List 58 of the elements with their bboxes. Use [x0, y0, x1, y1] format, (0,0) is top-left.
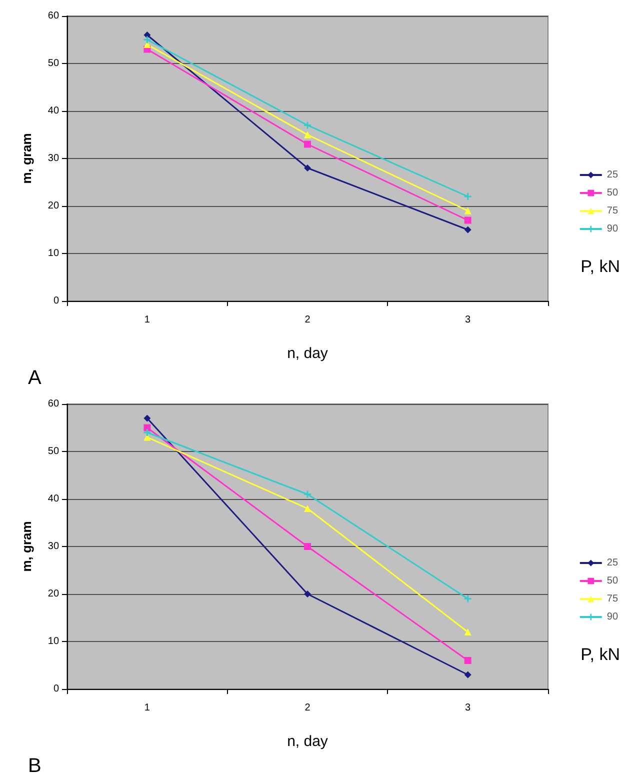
x-tick-label: 2: [304, 702, 311, 714]
point: [304, 131, 312, 138]
y-tick-label: 10: [48, 248, 60, 259]
legend-label: 90: [606, 224, 618, 234]
y-tick-label: 40: [48, 494, 60, 504]
text: B: [28, 755, 42, 777]
x-axis-title: n, day: [287, 733, 328, 750]
x-tick-label: 3: [465, 702, 472, 714]
legend-label: 75: [606, 594, 618, 604]
y-tick-label: 30: [48, 541, 60, 552]
y-tick-label: 40: [48, 106, 60, 116]
y-tick-label: 50: [48, 58, 60, 69]
point: [464, 226, 472, 234]
legend-title: P, kN: [580, 257, 620, 276]
x-tick-label: 1: [144, 314, 150, 326]
legend-label: 25: [606, 170, 618, 180]
point: [144, 429, 151, 436]
y-tick-label: 50: [48, 446, 60, 457]
y-tick-label: 60: [48, 10, 60, 22]
x-axis-title: n, day: [287, 345, 328, 362]
legend-title: P, kN: [580, 645, 620, 664]
y-tick-label: 0: [53, 296, 60, 306]
point: [304, 590, 312, 598]
legend-label: 25: [606, 558, 618, 568]
point: [464, 657, 472, 664]
point: [144, 414, 151, 422]
x-tick-label: 2: [304, 314, 311, 326]
y-tick-label: 20: [48, 588, 60, 600]
y-axis-title: m, gram: [19, 133, 34, 184]
y-tick-label: 10: [48, 636, 60, 647]
legend-label: 75: [606, 206, 618, 216]
point: [464, 628, 472, 636]
point: [304, 122, 312, 129]
legend-label: 50: [606, 188, 618, 198]
legend-label: 50: [606, 576, 618, 586]
y-tick-label: 0: [53, 684, 60, 694]
point: [464, 595, 472, 602]
x-tick-label: 1: [144, 702, 150, 714]
point: [304, 543, 312, 550]
x-tick-label: 3: [465, 314, 472, 326]
y-tick-label: 20: [48, 200, 60, 212]
text: A: [28, 367, 42, 389]
point: [464, 216, 472, 224]
point: [144, 424, 151, 432]
y-tick-label: 60: [48, 398, 60, 410]
point: [304, 490, 312, 498]
point: [464, 671, 472, 678]
y-tick-label: 30: [48, 153, 60, 164]
point: [144, 32, 151, 38]
point: [144, 434, 151, 441]
point: [464, 207, 472, 214]
point: [304, 164, 312, 172]
legend-label: 90: [606, 612, 618, 622]
point: [304, 140, 312, 148]
y-axis-title: m, gram: [19, 521, 34, 572]
point: [304, 505, 312, 512]
point: [144, 36, 151, 44]
point: [464, 193, 472, 200]
